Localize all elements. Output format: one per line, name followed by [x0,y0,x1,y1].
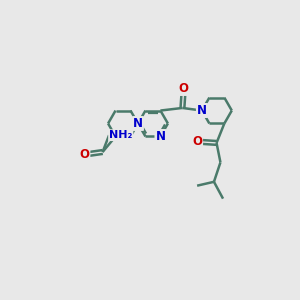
Text: N: N [155,130,165,143]
Text: O: O [80,148,89,161]
Text: O: O [179,82,189,95]
Text: NH₂: NH₂ [109,130,132,140]
Text: N: N [133,117,143,130]
Text: N: N [197,104,207,117]
Text: O: O [192,135,202,148]
Text: N: N [197,104,207,117]
